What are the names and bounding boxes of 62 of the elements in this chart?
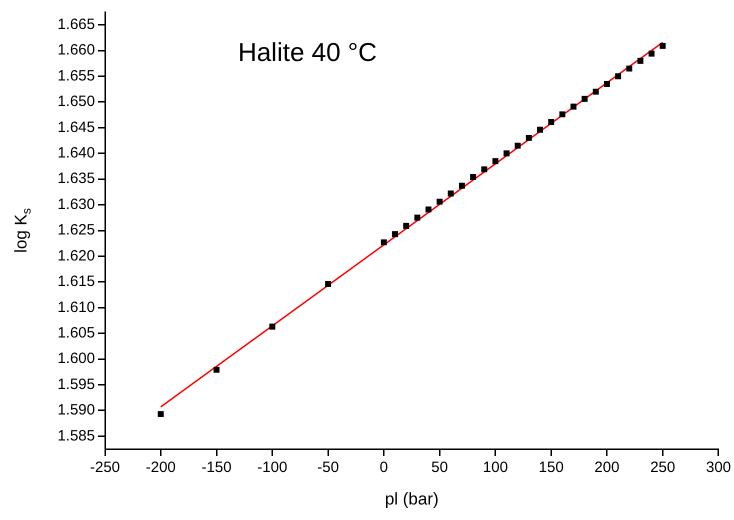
point — [269, 324, 276, 330]
point — [392, 231, 398, 238]
x-tick-label: -150 — [202, 459, 232, 476]
point — [592, 88, 599, 95]
x-tick-label: -250 — [90, 459, 120, 476]
text: Halite 40 °C — [238, 37, 377, 68]
y-axis-title: log Ks — [12, 208, 34, 253]
y-tick-label: 1.645 — [57, 118, 95, 136]
x-axis-title: pl (bar) — [384, 490, 439, 509]
point — [626, 66, 632, 72]
point — [481, 166, 488, 172]
x-tick-label: 0 — [380, 459, 388, 476]
point — [604, 81, 610, 87]
x-tick-label: 300 — [706, 459, 731, 476]
point — [504, 150, 510, 156]
point — [637, 58, 644, 64]
x-tick-label: 100 — [482, 459, 508, 476]
x-tick-label: 200 — [594, 459, 620, 476]
point — [492, 158, 498, 164]
y-tick-label: 1.615 — [57, 273, 95, 290]
point — [648, 50, 655, 57]
y-tick-label: 1.600 — [57, 350, 95, 368]
y-tick-label: 1.630 — [57, 196, 95, 213]
y-tick-label: 1.640 — [57, 144, 95, 162]
y-tick-label: 1.665 — [57, 16, 95, 33]
point — [414, 214, 420, 221]
y-tick-label: 1.660 — [57, 42, 95, 59]
y-tick-label: 1.650 — [57, 93, 95, 110]
y-tick-label: 1.605 — [57, 324, 95, 342]
x-tick-label: -200 — [146, 459, 176, 476]
y-tick-label: 1.590 — [57, 402, 95, 419]
x-tick-label: -100 — [257, 459, 288, 476]
point — [158, 411, 164, 418]
point — [325, 280, 332, 287]
x-tick-label: 150 — [538, 459, 564, 476]
point — [214, 366, 220, 373]
point — [426, 206, 432, 212]
point — [615, 73, 622, 80]
point — [537, 126, 543, 133]
point — [403, 222, 410, 229]
point — [582, 96, 588, 102]
point — [470, 174, 476, 180]
point — [514, 142, 521, 149]
point — [458, 182, 465, 189]
y-tick-label: 1.585 — [57, 427, 95, 444]
x-tick-label: -50 — [317, 459, 339, 476]
point — [660, 42, 666, 49]
point — [559, 111, 566, 118]
point — [436, 198, 443, 205]
y-tick-label: 1.635 — [57, 170, 95, 188]
y-tick-label: 1.625 — [57, 222, 95, 239]
x-tick-label: 250 — [650, 459, 676, 476]
point — [448, 190, 454, 196]
y-tick-label: 1.610 — [57, 298, 95, 316]
y-tick-label: 1.620 — [57, 247, 95, 264]
y-tick-label: 1.595 — [57, 376, 95, 393]
point — [570, 104, 576, 110]
x-tick-label: 50 — [431, 459, 448, 476]
y-tick-label: 1.655 — [57, 67, 95, 84]
point — [526, 134, 532, 141]
point — [380, 239, 387, 246]
point — [548, 119, 554, 125]
